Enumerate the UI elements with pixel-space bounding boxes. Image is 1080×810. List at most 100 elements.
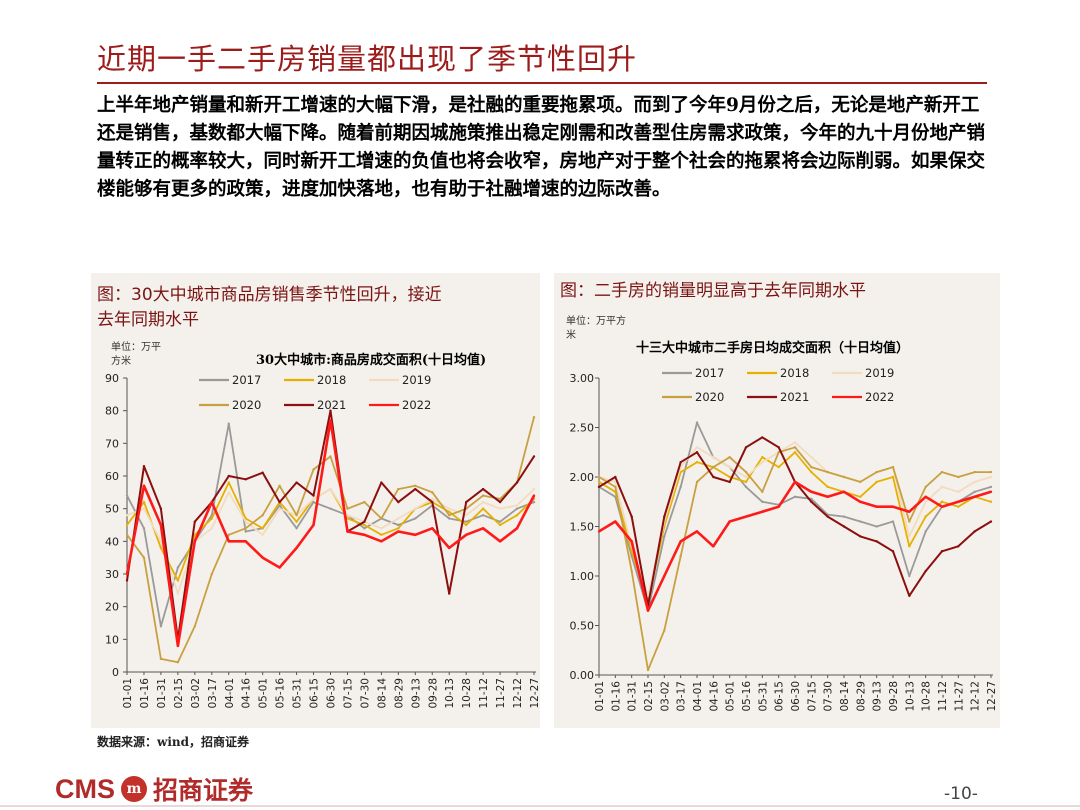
left-x-tick-label: 04-01 bbox=[224, 678, 236, 709]
right-data-point-2020 bbox=[957, 475, 960, 479]
left-x-tick-label: 08-29 bbox=[393, 678, 405, 709]
right-data-point-2017 bbox=[989, 485, 993, 489]
left-data-point-2020 bbox=[414, 484, 417, 487]
right-x-tick-label: 05-01 bbox=[725, 681, 737, 712]
right-data-point-2020 bbox=[712, 465, 715, 469]
right-x-tick-label: 11-12 bbox=[937, 681, 949, 712]
left-data-point-2020 bbox=[380, 517, 383, 520]
left-x-tick-label: 01-31 bbox=[156, 678, 168, 709]
right-data-point-2018 bbox=[908, 545, 911, 548]
left-x-tick-label: 03-02 bbox=[190, 678, 202, 709]
right-x-tick-label: 05-16 bbox=[741, 681, 753, 712]
right-data-point-2021 bbox=[761, 436, 764, 439]
footer-divider bbox=[0, 805, 1080, 807]
right-data-point-2020 bbox=[875, 470, 878, 474]
right-data-point-2019 bbox=[728, 465, 731, 469]
left-data-point-2021 bbox=[414, 487, 417, 491]
right-data-point-2019 bbox=[712, 456, 715, 459]
right-data-point-2019 bbox=[695, 446, 699, 449]
left-data-point-2020 bbox=[431, 491, 434, 494]
left-data-point-2022 bbox=[431, 527, 434, 530]
left-data-point-2020 bbox=[329, 455, 332, 458]
left-data-point-2019 bbox=[397, 517, 400, 520]
left-data-point-2022 bbox=[329, 419, 332, 422]
left-data-point-2018 bbox=[295, 520, 298, 523]
right-data-point-2022 bbox=[777, 505, 780, 508]
left-data-point-2017 bbox=[414, 517, 417, 520]
right-x-tick-label: 07-30 bbox=[823, 681, 835, 712]
left-series-line-2021 bbox=[126, 409, 535, 641]
left-x-tick-label: 05-01 bbox=[258, 678, 270, 709]
right-data-point-2022 bbox=[614, 520, 617, 523]
right-data-point-2020 bbox=[793, 446, 797, 449]
right-series-line-2019 bbox=[598, 441, 992, 597]
right-data-point-2022 bbox=[679, 540, 682, 543]
left-data-point-2018 bbox=[193, 533, 197, 536]
right-y-tick-label: 0.50 bbox=[570, 620, 595, 633]
left-data-point-2018 bbox=[142, 500, 146, 504]
right-data-point-2017 bbox=[761, 500, 764, 503]
right-data-point-2021 bbox=[614, 475, 617, 479]
left-unit-label-1: 单位：万平 bbox=[111, 342, 161, 353]
right-data-point-2022 bbox=[793, 480, 797, 484]
left-data-point-2019 bbox=[312, 497, 315, 501]
left-y-tick-label: 10 bbox=[105, 633, 119, 646]
right-data-point-2017 bbox=[924, 530, 927, 533]
left-x-tick-label: 04-16 bbox=[241, 678, 253, 709]
right-legend-label-2017: 2017 bbox=[695, 366, 724, 380]
left-data-point-2019 bbox=[125, 514, 129, 517]
right-data-point-2018 bbox=[891, 475, 895, 479]
right-y-tick-label: 2.50 bbox=[570, 422, 595, 435]
right-data-point-2020 bbox=[761, 490, 764, 494]
left-data-point-2018 bbox=[159, 546, 163, 550]
left-data-point-2017 bbox=[464, 520, 468, 523]
left-data-point-2019 bbox=[244, 520, 247, 523]
right-legend-label-2022: 2022 bbox=[865, 390, 894, 404]
left-data-point-2019 bbox=[464, 514, 468, 517]
right-data-point-2021 bbox=[973, 530, 976, 533]
right-y-tick-label: 1.50 bbox=[570, 521, 595, 534]
left-data-point-2019 bbox=[448, 507, 451, 510]
left-data-point-2022 bbox=[142, 484, 146, 487]
right-data-point-2018 bbox=[957, 505, 960, 508]
left-data-point-2021 bbox=[159, 507, 163, 510]
right-x-tick-label: 07-15 bbox=[806, 681, 818, 712]
right-series-line-2022 bbox=[598, 480, 992, 612]
left-data-point-2021 bbox=[244, 478, 247, 481]
left-data-point-2022 bbox=[227, 540, 230, 543]
right-data-point-2022 bbox=[957, 500, 960, 503]
right-data-point-2022 bbox=[761, 510, 764, 513]
right-data-point-2021 bbox=[777, 446, 780, 449]
right-y-tick-label: 1.00 bbox=[570, 570, 595, 583]
left-x-tick-label: 05-31 bbox=[292, 678, 304, 709]
right-y-tick-label: 2.00 bbox=[570, 471, 595, 484]
right-data-point-2019 bbox=[761, 460, 764, 464]
right-data-point-2021 bbox=[695, 451, 699, 454]
left-x-tick-label: 08-14 bbox=[376, 678, 388, 709]
left-x-tick-label: 01-16 bbox=[139, 678, 151, 709]
right-legend-label-2021: 2021 bbox=[780, 390, 809, 404]
right-x-tick-label: 06-15 bbox=[774, 681, 786, 712]
left-data-point-2019 bbox=[515, 504, 519, 507]
right-data-point-2022 bbox=[663, 574, 666, 578]
right-data-point-2022 bbox=[842, 490, 846, 494]
left-data-point-2019 bbox=[498, 507, 502, 510]
left-data-point-2021 bbox=[193, 520, 197, 523]
right-data-point-2021 bbox=[957, 545, 960, 548]
right-data-point-2017 bbox=[908, 574, 911, 578]
right-data-point-2021 bbox=[810, 500, 813, 503]
right-data-point-2022 bbox=[875, 505, 878, 508]
left-data-point-2020 bbox=[227, 533, 230, 536]
left-data-point-2019 bbox=[414, 507, 417, 510]
right-data-point-2022 bbox=[630, 540, 633, 543]
right-data-point-2018 bbox=[826, 485, 829, 489]
left-data-point-2017 bbox=[448, 517, 451, 520]
right-data-point-2018 bbox=[924, 515, 927, 518]
right-data-point-2019 bbox=[973, 480, 976, 484]
right-data-point-2021 bbox=[728, 480, 731, 484]
right-data-point-2017 bbox=[793, 495, 797, 498]
left-x-tick-label: 06-15 bbox=[309, 678, 321, 709]
right-data-point-2020 bbox=[989, 470, 993, 474]
left-y-tick-label: 60 bbox=[105, 470, 119, 483]
left-data-point-2022 bbox=[363, 533, 366, 536]
